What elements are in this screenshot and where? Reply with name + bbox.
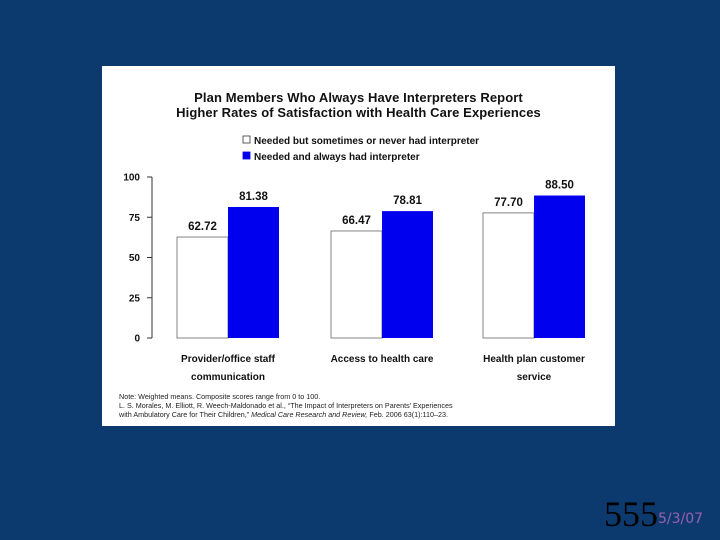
slide-number: 555 (604, 494, 658, 534)
legend-swatch (242, 135, 251, 144)
note-line-3: with Ambulatory Care for Their Children,… (119, 410, 609, 419)
data-label: 62.72 (188, 221, 217, 233)
note-line-1: Note: Weighted means. Composite scores r… (119, 392, 321, 401)
y-tick-label: 50 (129, 253, 141, 264)
chart-title: Plan Members Who Always Have Interpreter… (102, 90, 615, 120)
data-label: 88.50 (545, 180, 574, 192)
category-label: Access to health care (331, 354, 434, 365)
bar-chart: 0 25 50 75 100 62.72 66.47 77.70 81.38 78.81 88.50… (123, 135, 585, 383)
legend-label: Needed and always had interpreter (254, 152, 420, 163)
chart-title-line-2: Higher Rates of Satisfaction with Health… (176, 105, 541, 120)
note-line-3-prefix: with Ambulatory Care for Their Children,… (119, 410, 252, 419)
data-label: 81.38 (239, 191, 268, 203)
bar-always (382, 211, 433, 338)
category-label: service (517, 372, 552, 383)
legend-swatch (242, 151, 251, 160)
y-tick-label: 25 (129, 293, 141, 304)
y-tick-label: 75 (129, 213, 141, 224)
note-line-3-suffix: Feb. 2006 63(1):110–23. (367, 410, 448, 419)
chart-card: Plan Members Who Always Have Interpreter… (102, 66, 615, 426)
data-label: 77.70 (494, 197, 523, 209)
y-tick-label: 100 (123, 173, 140, 184)
note-line-2: L. S. Morales, M. Elliott, R. Weech-Mald… (119, 401, 453, 410)
chart-note: Note: Weighted means. Composite scores r… (119, 392, 609, 419)
y-tick-label: 0 (134, 334, 140, 345)
slide-date: 5/3/07 (658, 511, 704, 527)
bar-sometimes-never (330, 230, 383, 339)
bar-always (534, 195, 585, 338)
data-label: 66.47 (342, 215, 371, 227)
category-label: communication (191, 372, 265, 383)
chart-title-line-1: Plan Members Who Always Have Interpreter… (194, 90, 523, 105)
category-label: Health plan customer (483, 354, 585, 365)
note-journal: Medical Care Research and Review, (251, 410, 368, 419)
bar-sometimes-never (482, 212, 535, 339)
bar-always (228, 206, 279, 338)
category-label: Provider/office staff (181, 354, 276, 365)
data-label: 78.81 (393, 195, 422, 207)
bar-sometimes-never (176, 236, 229, 339)
legend-label: Needed but sometimes or never had interp… (254, 136, 479, 147)
